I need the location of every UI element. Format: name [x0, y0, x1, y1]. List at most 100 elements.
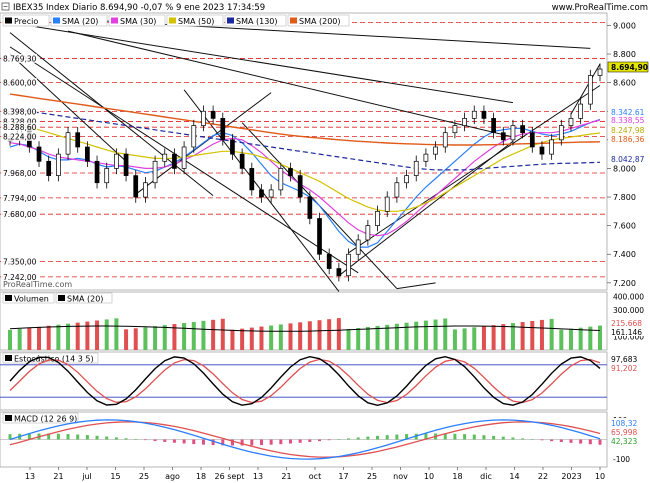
- volume-bar: [259, 326, 264, 350]
- value-badge-label: 161.146: [611, 328, 642, 337]
- volume-bar: [124, 329, 129, 350]
- price-legend: Precio SMA (20) SMA (30) SMA (50) SMA (130) S…: [2, 14, 350, 27]
- volume-bar: [153, 326, 158, 350]
- value-badge-label: 97,683: [611, 355, 637, 364]
- x-tick-label: nov: [393, 472, 408, 481]
- volume-bar: [307, 321, 312, 350]
- left-level-bg: [1, 193, 37, 203]
- volume-bar: [598, 325, 602, 350]
- x-tick-label: ago: [165, 472, 180, 481]
- legend-label: SMA (200): [299, 17, 341, 26]
- candle-body: [162, 153, 168, 162]
- value-badge-label: 108,32: [611, 419, 637, 428]
- candle-body: [346, 253, 351, 277]
- candle-body: [433, 146, 438, 155]
- candle-body: [114, 153, 119, 169]
- x-tick-label: 18: [452, 472, 462, 481]
- volume-bar: [114, 318, 119, 350]
- candle-body: [239, 153, 245, 169]
- macd-hist-bar: [598, 439, 602, 445]
- watermark: ProRealTime.com: [3, 280, 72, 289]
- left-level-bg: [1, 107, 37, 117]
- macd-hist-bar: [124, 438, 128, 440]
- x-tick-label: 13: [25, 472, 35, 481]
- macd-hist-bar: [308, 439, 312, 442]
- candle-body: [520, 125, 525, 134]
- macd-hist-bar: [540, 439, 544, 441]
- candle-body: [510, 125, 516, 141]
- volume-bar: [191, 321, 196, 350]
- axis-tick-label: 300.000: [613, 306, 644, 315]
- volume-bar: [365, 326, 370, 350]
- candle-body: [384, 196, 390, 212]
- left-level-bg: [1, 168, 37, 178]
- value-badge: [608, 436, 648, 445]
- candle-body: [452, 125, 458, 134]
- macd-hist-bar: [172, 439, 176, 443]
- candle-body: [133, 175, 139, 198]
- volume-bar: [220, 318, 225, 350]
- macd-hist-bar: [405, 434, 409, 440]
- candles-layer: [7, 63, 603, 282]
- candle-body: [104, 168, 110, 184]
- stoch-d-line: [9, 358, 601, 404]
- macd-hist-bar: [95, 435, 99, 440]
- volume-bar: [404, 322, 409, 350]
- volume-bar: [414, 321, 419, 350]
- macd-hist-bar: [163, 439, 167, 442]
- left-level-bg: [1, 209, 37, 219]
- stoch-k-line: [9, 355, 601, 407]
- left-level-bg: [1, 122, 37, 132]
- candle-body: [568, 118, 574, 126]
- legend-label: Estocástico (14 3 5): [14, 355, 94, 364]
- volume-bar: [491, 325, 496, 350]
- volume-bar: [588, 326, 593, 350]
- candle-body: [75, 132, 81, 148]
- macd-line: [9, 419, 601, 460]
- legend-label: SMA (30): [120, 17, 156, 26]
- volume-bar: [385, 324, 390, 350]
- legend-item: [166, 14, 224, 27]
- x-tick-label: 17: [338, 472, 348, 481]
- volume-bar: [66, 323, 71, 350]
- volume-bar: [211, 319, 216, 350]
- trendline: [9, 22, 514, 104]
- volume-bar: [298, 322, 303, 350]
- macd-hist-bar: [511, 437, 515, 440]
- x-tick-label: dic: [480, 472, 492, 481]
- macd-hist-bar: [337, 439, 341, 440]
- volume-bar: [539, 319, 544, 350]
- candle-body: [268, 189, 274, 198]
- axis-tick-label: 7.800: [613, 193, 636, 202]
- axis-tick-label: 9.000: [613, 21, 636, 30]
- volume-sma-line: [9, 325, 601, 332]
- volume-bar: [37, 326, 42, 350]
- macd-hist-bar: [385, 435, 389, 440]
- candle-body: [442, 132, 448, 148]
- volume-bar: [288, 323, 293, 350]
- macd-hist-bar: [250, 439, 254, 446]
- legend-item: [55, 292, 113, 304]
- candle-body: [123, 153, 129, 176]
- value-badge-label: 91,202: [611, 364, 637, 373]
- left-level-bg: [1, 131, 37, 141]
- volume-bar: [27, 327, 32, 350]
- left-level-label: 7.968,00: [3, 169, 37, 178]
- left-level-labels: 9.020,408.769,308.600,008.398,008.328,00…: [1, 18, 37, 282]
- trendline: [67, 30, 514, 138]
- candle-body: [210, 110, 216, 119]
- candle-body: [375, 210, 380, 226]
- volume-bar: [240, 328, 245, 350]
- axis-tick-label: 7.400: [613, 250, 636, 259]
- volume-bar: [520, 322, 525, 350]
- candle-body: [597, 68, 603, 76]
- macd-hist-bar: [530, 439, 534, 440]
- left-level-label: 8.398,00: [3, 108, 37, 117]
- legend-swatch: [169, 17, 176, 24]
- candle-body: [259, 189, 264, 198]
- right-price-axis: 9.0008.8008.6008.4008.2008.0007.8007.600…: [607, 21, 649, 288]
- candle-body: [65, 132, 71, 155]
- candle-body: [230, 139, 235, 155]
- value-badge: [608, 134, 648, 144]
